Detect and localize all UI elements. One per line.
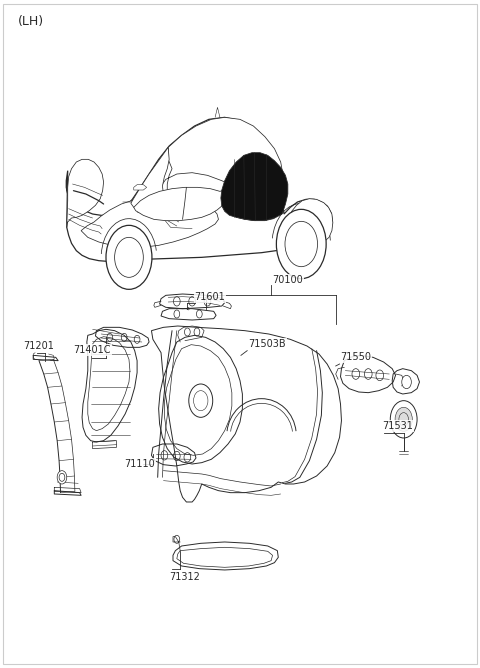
Circle shape (57, 471, 67, 484)
Circle shape (106, 225, 152, 289)
Circle shape (402, 375, 411, 389)
Polygon shape (131, 148, 169, 210)
Circle shape (189, 384, 213, 418)
Polygon shape (67, 160, 104, 227)
Polygon shape (81, 197, 218, 247)
Polygon shape (288, 198, 333, 245)
Text: (LH): (LH) (17, 15, 44, 28)
Text: 70100: 70100 (273, 275, 303, 285)
Polygon shape (134, 187, 225, 220)
Circle shape (390, 401, 417, 438)
Text: 71201: 71201 (24, 341, 55, 351)
Text: 71312: 71312 (169, 572, 200, 582)
Polygon shape (221, 153, 288, 220)
Text: 71550: 71550 (340, 352, 372, 362)
Polygon shape (134, 184, 147, 190)
Circle shape (395, 407, 412, 432)
Polygon shape (66, 118, 332, 263)
Polygon shape (161, 118, 283, 202)
Text: 71503B: 71503B (249, 339, 286, 349)
Text: 71401C: 71401C (73, 345, 111, 355)
Text: 71110: 71110 (124, 459, 155, 469)
Text: 71531: 71531 (383, 421, 413, 431)
Text: 71601: 71601 (194, 292, 225, 302)
Circle shape (276, 209, 326, 279)
